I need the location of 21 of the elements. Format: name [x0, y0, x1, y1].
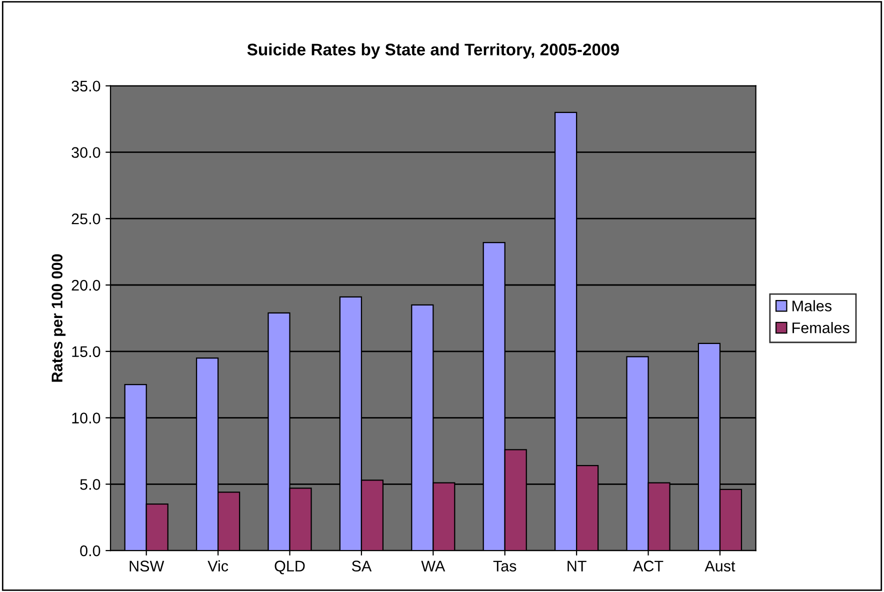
x-tick-label: Tas — [493, 560, 516, 572]
y-tick-label: 5.0 — [80, 479, 100, 490]
y-tick-label: 20.0 — [72, 280, 100, 291]
x-tick-label: QLD — [274, 560, 305, 574]
x-tick-label: Vic — [208, 560, 228, 572]
x-tick-label: WA — [421, 560, 446, 572]
legend-label: Females — [792, 322, 850, 334]
legend-label: Males — [792, 300, 832, 312]
y-tick-label: 15.0 — [72, 346, 100, 358]
x-tick-label: SA — [352, 560, 372, 572]
y-tick-label: 0.0 — [80, 545, 100, 556]
chart-title: Suicide Rates by State and Territory, 2005-2009 — [247, 43, 619, 59]
y-axis-title: Rates per 100 000 — [52, 254, 66, 382]
y-tick-label: 30.0 — [72, 147, 100, 158]
y-tick-label: 25.0 — [72, 213, 100, 224]
x-tick-label: NT — [568, 560, 586, 572]
x-tick-label: ACT — [633, 560, 664, 572]
x-tick-label: Aust — [704, 560, 736, 572]
y-tick-label: 35.0 — [72, 80, 100, 92]
x-tick-label: NSW — [130, 560, 164, 572]
y-tick-label: 10.0 — [72, 412, 100, 424]
